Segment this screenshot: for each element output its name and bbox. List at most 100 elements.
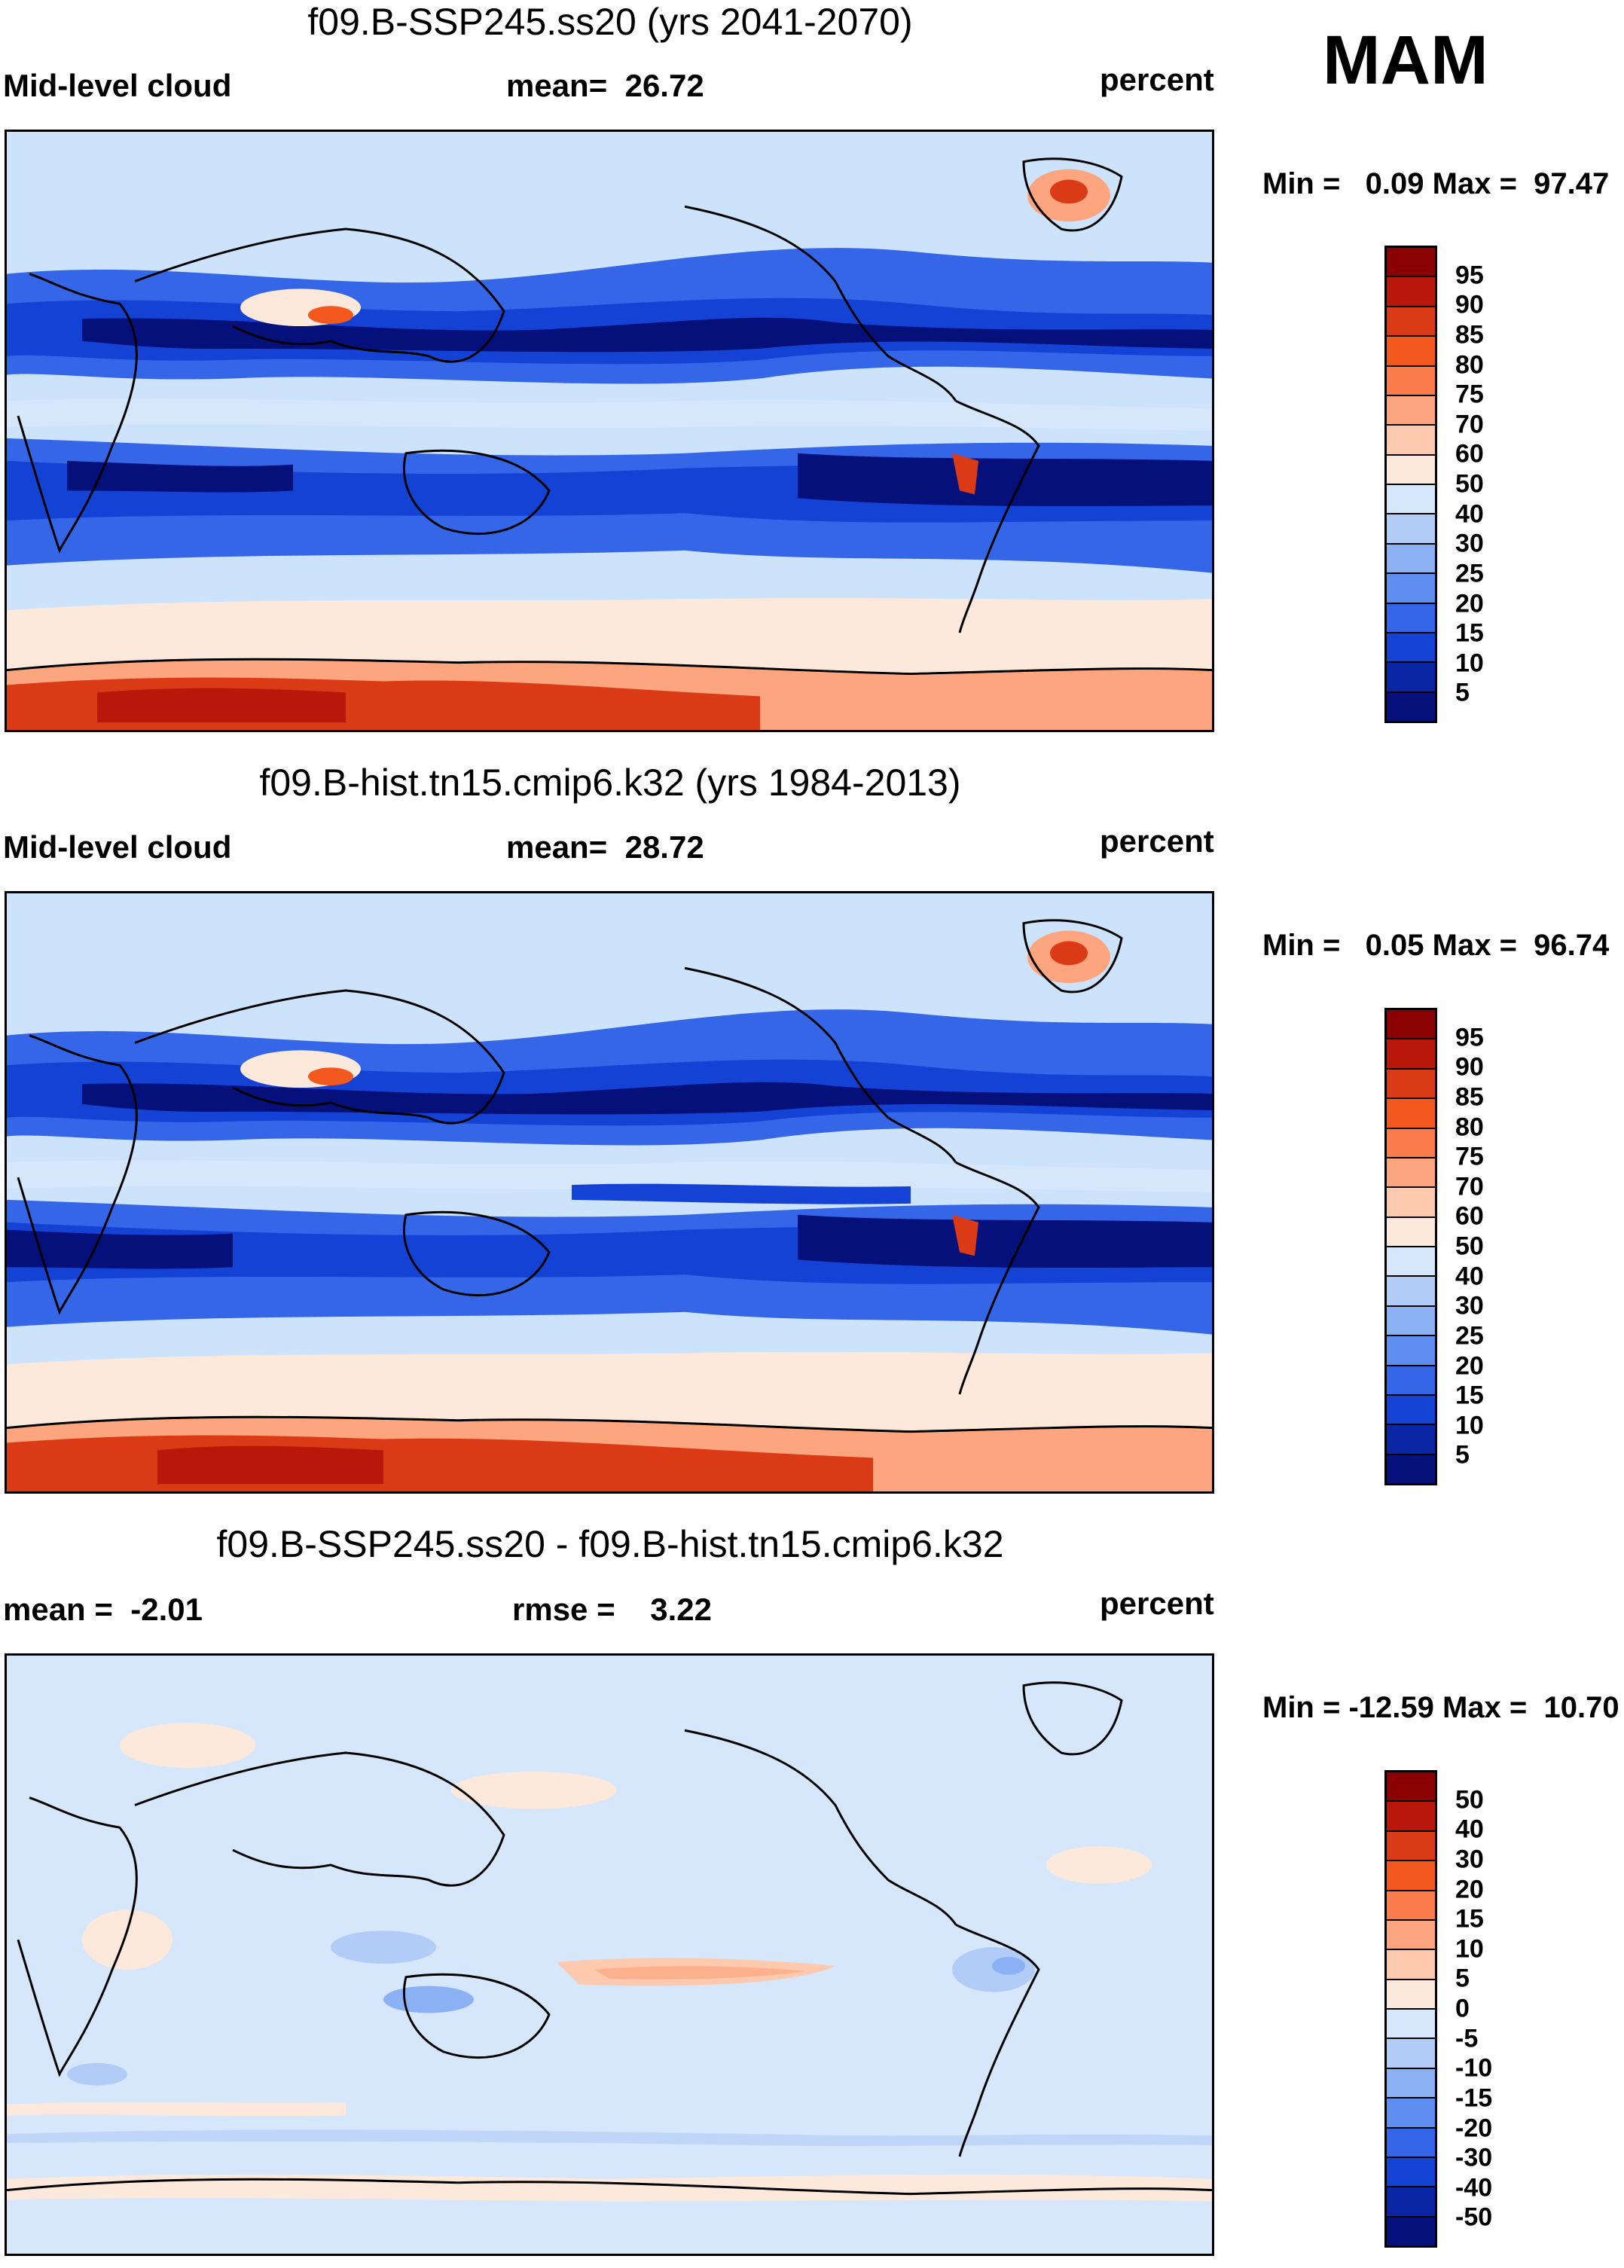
colorbar-tick-label: 95 bbox=[1455, 261, 1484, 290]
colorbar-swatch bbox=[1387, 692, 1435, 721]
colorbar-swatch bbox=[1387, 1425, 1435, 1455]
colorbar-swatch bbox=[1387, 2099, 1435, 2129]
colorbar-swatch bbox=[1387, 1306, 1435, 1337]
colorbar-swatch bbox=[1387, 2010, 1435, 2040]
panel-1-colorbar-labels: 95 90 85 80 75 70 60 50 40 30 25 20 15 10 5 bbox=[1455, 246, 1546, 723]
colorbar-swatch bbox=[1387, 337, 1435, 367]
colorbar-swatch bbox=[1387, 395, 1435, 426]
colorbar-swatch bbox=[1387, 426, 1435, 456]
panel-3-colorbar-labels: 50 40 30 20 15 10 5 0 -5 -10 -15 -20 -30 -40 -50 bbox=[1455, 1770, 1546, 2248]
panel-2-colorbar-labels: 95 90 85 80 75 70 60 50 40 30 25 20 15 10 5 bbox=[1455, 1008, 1546, 1485]
colorbar-swatch bbox=[1387, 1366, 1435, 1396]
colorbar-tick-label: 15 bbox=[1455, 618, 1484, 648]
colorbar-swatch bbox=[1387, 248, 1435, 278]
colorbar-tick-label: 80 bbox=[1455, 350, 1484, 379]
colorbar-swatch bbox=[1387, 1336, 1435, 1366]
colorbar-tick-label: 20 bbox=[1455, 589, 1484, 618]
colorbar-swatch bbox=[1387, 1247, 1435, 1277]
colorbar-swatch bbox=[1387, 1039, 1435, 1070]
colorbar-tick-label: 85 bbox=[1455, 320, 1484, 350]
colorbar-tick-label: 20 bbox=[1455, 1351, 1484, 1380]
colorbar-swatch bbox=[1387, 1802, 1435, 1832]
colorbar-swatch bbox=[1387, 1188, 1435, 1218]
panel-3-center-label: rmse = 3.22 bbox=[512, 1592, 713, 1627]
colorbar-swatch bbox=[1387, 277, 1435, 307]
colorbar-tick-label: -20 bbox=[1455, 2114, 1493, 2142]
colorbar-tick-label: -40 bbox=[1455, 2173, 1493, 2202]
colorbar-tick-label: 10 bbox=[1455, 649, 1484, 678]
panel-1-left-label: Mid-level cloud bbox=[3, 68, 232, 103]
panel-3-units-label: percent bbox=[1100, 1586, 1214, 1621]
colorbar-tick-label: 30 bbox=[1455, 1291, 1484, 1320]
colorbar-tick-label: 20 bbox=[1455, 1875, 1484, 1903]
panel-1-map bbox=[5, 130, 1214, 732]
colorbar-tick-label: -5 bbox=[1455, 2024, 1479, 2053]
colorbar-swatch bbox=[1387, 603, 1435, 633]
colorbar-swatch bbox=[1387, 1217, 1435, 1247]
panel-2-left-label: Mid-level cloud bbox=[3, 829, 232, 865]
colorbar-swatch bbox=[1387, 1158, 1435, 1189]
colorbar-tick-label: 30 bbox=[1455, 529, 1484, 558]
colorbar-swatch bbox=[1387, 366, 1435, 396]
colorbar-tick-label: 5 bbox=[1455, 1964, 1470, 1993]
colorbar-tick-label: 50 bbox=[1455, 1232, 1484, 1261]
panel-2-center-label: mean= 28.72 bbox=[506, 829, 704, 865]
colorbar-swatch bbox=[1387, 574, 1435, 604]
colorbar-tick-label: 5 bbox=[1455, 1440, 1470, 1470]
colorbar-swatch bbox=[1387, 1277, 1435, 1307]
panel-2-colorbar bbox=[1384, 1008, 1437, 1485]
panel-1-units-label: percent bbox=[1100, 62, 1214, 97]
panel-3-title: f09.B-SSP245.ss20 - f09.B-hist.tn15.cmip… bbox=[216, 1523, 1004, 1565]
colorbar-swatch bbox=[1387, 544, 1435, 575]
colorbar-swatch bbox=[1387, 2217, 1435, 2245]
colorbar-swatch bbox=[1387, 1980, 1435, 2010]
colorbar-swatch bbox=[1387, 514, 1435, 545]
colorbar-swatch bbox=[1387, 455, 1435, 485]
panel-3-minmax: Min = -12.59 Max = 10.70 bbox=[1262, 1691, 1619, 1724]
colorbar-swatch bbox=[1387, 1861, 1435, 1891]
colorbar-swatch bbox=[1387, 2039, 1435, 2069]
colorbar-tick-label: 75 bbox=[1455, 380, 1484, 409]
panel-3-map bbox=[5, 1653, 1214, 2256]
colorbar-tick-label: -10 bbox=[1455, 2053, 1493, 2083]
colorbar-swatch bbox=[1387, 1920, 1435, 1951]
colorbar-swatch bbox=[1387, 663, 1435, 693]
colorbar-tick-label: 10 bbox=[1455, 1934, 1484, 1964]
colorbar-tick-label: 60 bbox=[1455, 439, 1484, 469]
colorbar-swatch bbox=[1387, 1395, 1435, 1426]
colorbar-tick-label: -30 bbox=[1455, 2143, 1493, 2172]
season-label: MAM bbox=[1323, 22, 1488, 99]
colorbar-swatch bbox=[1387, 1128, 1435, 1158]
panel-1-title: f09.B-SSP245.ss20 (yrs 2041-2070) bbox=[307, 1, 913, 43]
colorbar-tick-label: 15 bbox=[1455, 1904, 1484, 1934]
colorbar-tick-label: 90 bbox=[1455, 1052, 1484, 1082]
colorbar-tick-label: 15 bbox=[1455, 1381, 1484, 1410]
colorbar-swatch bbox=[1387, 1772, 1435, 1802]
colorbar-tick-label: -50 bbox=[1455, 2202, 1493, 2232]
colorbar-tick-label: 30 bbox=[1455, 1845, 1484, 1874]
colorbar-swatch bbox=[1387, 1455, 1435, 1483]
colorbar-swatch bbox=[1387, 2157, 1435, 2188]
panel-1-center-label: mean= 26.72 bbox=[506, 68, 704, 103]
colorbar-swatch bbox=[1387, 1891, 1435, 1921]
colorbar-swatch bbox=[1387, 2187, 1435, 2218]
colorbar-tick-label: 40 bbox=[1455, 499, 1484, 529]
colorbar-swatch bbox=[1387, 1010, 1435, 1040]
colorbar-swatch bbox=[1387, 307, 1435, 337]
panel-3-left-label: mean = -2.01 bbox=[3, 1592, 203, 1627]
colorbar-tick-label: 70 bbox=[1455, 1172, 1484, 1201]
colorbar-tick-label: 25 bbox=[1455, 559, 1484, 588]
colorbar-swatch bbox=[1387, 1831, 1435, 1862]
colorbar-swatch bbox=[1387, 1950, 1435, 1980]
panel-2-title: f09.B-hist.tn15.cmip6.k32 (yrs 1984-2013… bbox=[259, 762, 961, 804]
colorbar-tick-label: -15 bbox=[1455, 2083, 1493, 2113]
panel-2-minmax: Min = 0.05 Max = 96.74 bbox=[1262, 929, 1610, 962]
colorbar-tick-label: 70 bbox=[1455, 410, 1484, 439]
panel-3-colorbar bbox=[1384, 1770, 1437, 2248]
colorbar-tick-label: 60 bbox=[1455, 1201, 1484, 1231]
colorbar-swatch bbox=[1387, 2068, 1435, 2099]
colorbar-tick-label: 5 bbox=[1455, 678, 1470, 707]
colorbar-tick-label: 50 bbox=[1455, 469, 1484, 499]
colorbar-tick-label: 50 bbox=[1455, 1785, 1484, 1815]
colorbar-swatch bbox=[1387, 1069, 1435, 1100]
